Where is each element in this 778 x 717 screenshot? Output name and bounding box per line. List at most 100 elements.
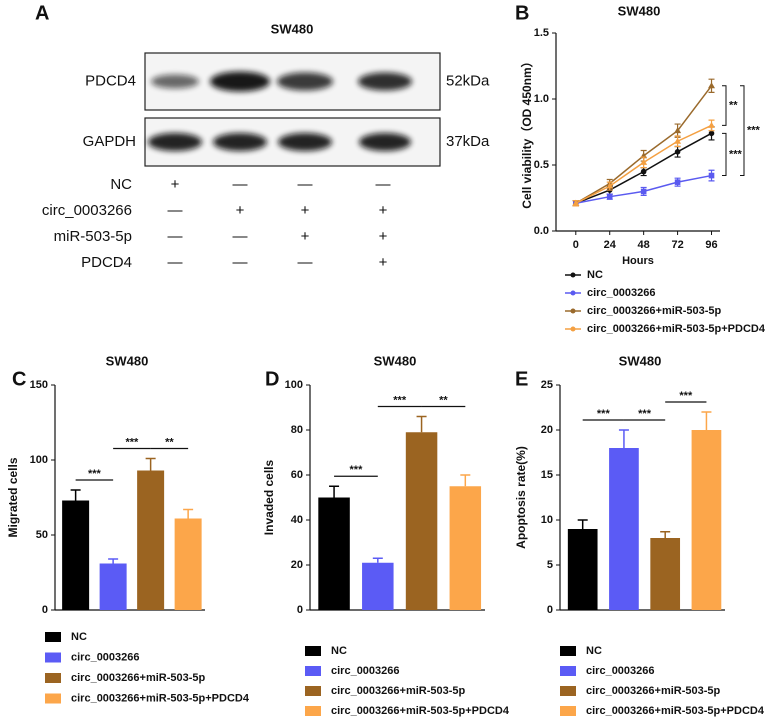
y-tick-label: 1.0 xyxy=(534,93,549,105)
legend-label: NC xyxy=(586,645,602,657)
condition-name: PDCD4 xyxy=(81,254,132,271)
legend-label: circ_0003266+miR-503-5p xyxy=(331,685,466,697)
chart-title: SW480 xyxy=(106,353,149,368)
band-name: GAPDH xyxy=(83,133,136,150)
condition-sign: — xyxy=(298,176,313,193)
condition-sign: — xyxy=(233,176,248,193)
legend-swatch xyxy=(305,646,321,656)
legend-swatch xyxy=(45,693,61,704)
y-tick-label: 20 xyxy=(541,424,553,436)
legend-swatch xyxy=(305,706,321,716)
y-tick-label: 150 xyxy=(30,379,48,391)
bar xyxy=(650,538,681,610)
significance-label: *** xyxy=(88,468,102,480)
data-point xyxy=(674,149,681,155)
data-point xyxy=(708,172,715,179)
condition-sign: — xyxy=(168,254,183,271)
legend-swatch xyxy=(560,706,576,716)
blot-band xyxy=(148,133,202,151)
legend-label: circ_0003266 xyxy=(586,665,655,677)
legend-swatch xyxy=(560,666,576,676)
bar xyxy=(362,562,394,610)
significance-label: *** xyxy=(679,390,693,402)
significance-bracket xyxy=(722,85,727,126)
legend-marker xyxy=(570,326,576,332)
condition-sign: + xyxy=(171,176,180,193)
error-bar xyxy=(183,508,194,519)
y-tick-label: 1.5 xyxy=(534,27,549,39)
blot-title: SW480 xyxy=(271,21,314,36)
error-bar xyxy=(460,474,471,487)
legend-marker xyxy=(570,290,576,296)
condition-sign: + xyxy=(379,228,388,245)
blot-band xyxy=(278,133,332,151)
bar xyxy=(62,500,90,610)
condition-sign: — xyxy=(168,228,183,245)
legend-marker xyxy=(570,308,576,314)
y-tick-label: 20 xyxy=(291,559,303,571)
data-point xyxy=(640,158,648,165)
legend-label: NC xyxy=(71,631,87,643)
panel-label: E xyxy=(515,368,528,390)
significance-label: *** xyxy=(350,464,364,476)
data-point xyxy=(640,168,647,175)
legend-label: circ_0003266+miR-503-5p xyxy=(586,685,721,697)
legend-label: circ_0003266 xyxy=(587,287,656,299)
bar xyxy=(174,518,202,610)
condition-name: circ_0003266 xyxy=(42,202,132,219)
data-point xyxy=(606,182,614,189)
condition-sign: + xyxy=(379,254,388,271)
y-tick-label: 25 xyxy=(541,379,553,391)
panel-label: C xyxy=(12,368,26,390)
x-tick-label: 0 xyxy=(573,239,579,251)
condition-sign: + xyxy=(301,202,310,219)
legend-label: circ_0003266+miR-503-5p+PDCD4 xyxy=(331,705,510,717)
legend-swatch xyxy=(305,686,321,696)
legend-label: circ_0003266+miR-503-5p xyxy=(71,672,206,684)
condition-sign: + xyxy=(236,202,245,219)
y-axis-label: Migrated cells xyxy=(6,457,20,537)
legend-marker xyxy=(570,272,576,278)
error-bar xyxy=(70,489,81,501)
significance-label: *** xyxy=(747,125,761,137)
y-tick-label: 100 xyxy=(285,379,303,391)
y-tick-label: 100 xyxy=(30,454,48,466)
error-bar xyxy=(372,557,383,563)
error-bar xyxy=(108,558,119,564)
legend-swatch xyxy=(45,632,61,642)
bar xyxy=(137,470,165,610)
legend-swatch xyxy=(305,666,321,676)
error-bar xyxy=(618,429,629,448)
data-point xyxy=(708,82,716,89)
significance-label: ** xyxy=(439,394,448,406)
panel-label: B xyxy=(515,2,529,24)
band-size: 37kDa xyxy=(446,133,490,150)
condition-sign: — xyxy=(233,254,248,271)
data-point xyxy=(572,199,580,206)
significance-bracket xyxy=(740,85,745,177)
legend-label: circ_0003266+miR-503-5p xyxy=(587,305,722,317)
legend-label: circ_0003266+miR-503-5p+PDCD4 xyxy=(587,323,766,335)
bar xyxy=(318,497,350,610)
bar xyxy=(449,486,482,610)
y-tick-label: 80 xyxy=(291,424,303,436)
bar xyxy=(99,563,127,610)
y-tick-label: 0.5 xyxy=(534,159,549,171)
significance-label: ** xyxy=(165,436,174,448)
y-axis-label: Invaded cells xyxy=(262,459,276,535)
y-tick-label: 5 xyxy=(547,559,553,571)
bar xyxy=(609,448,639,610)
bar xyxy=(567,529,598,610)
y-tick-label: 50 xyxy=(36,529,48,541)
significance-bracket xyxy=(722,132,727,177)
chart-title: SW480 xyxy=(619,353,662,368)
y-tick-label: 15 xyxy=(541,469,553,481)
legend-swatch xyxy=(45,652,61,663)
data-point xyxy=(674,127,682,134)
legend-swatch xyxy=(45,673,61,683)
error-bar xyxy=(701,411,712,430)
blot-band xyxy=(213,133,267,151)
y-tick-label: 0 xyxy=(547,604,553,616)
blot-band xyxy=(151,74,199,89)
condition-name: NC xyxy=(110,176,132,193)
